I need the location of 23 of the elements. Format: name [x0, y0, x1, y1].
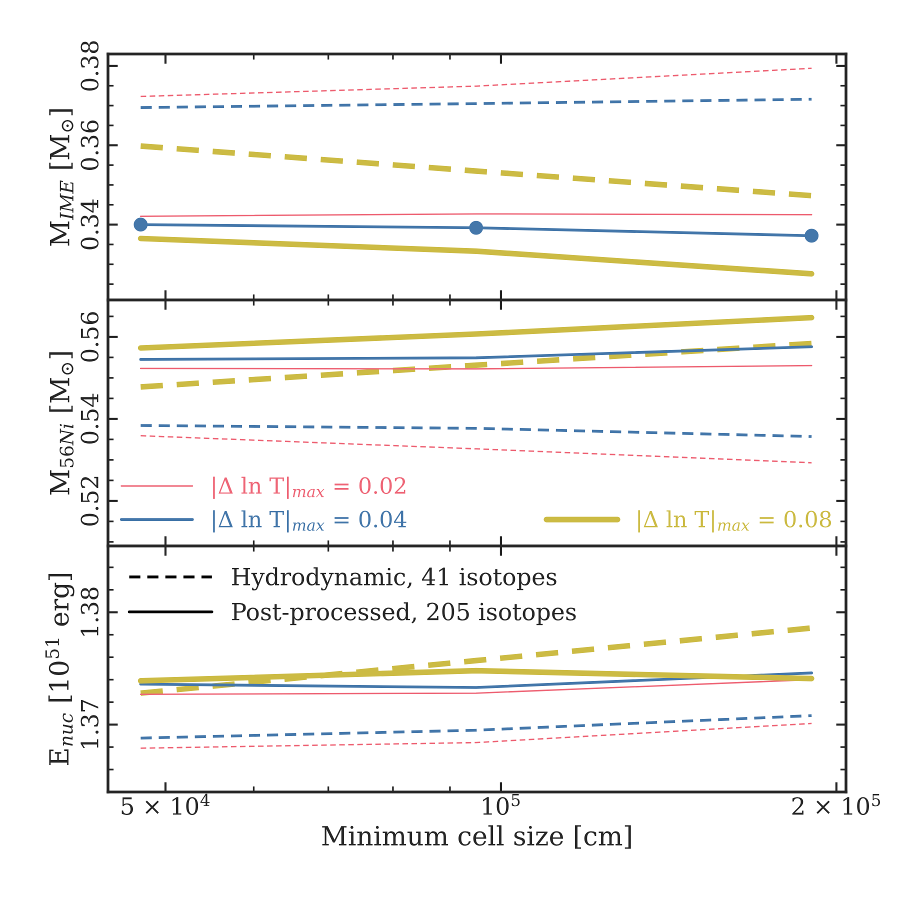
- y-tick-label: 1.37: [80, 700, 99, 748]
- y-tick-label: 0.54: [80, 394, 99, 444]
- y-tick-label: 1.38: [80, 588, 99, 636]
- y-tick-label: 0.56: [80, 312, 99, 362]
- point: [804, 228, 819, 243]
- y-axis-title: M$_{IME}$ [M$_{⊙}$]: [49, 109, 74, 246]
- y-tick-label: 0.36: [80, 120, 99, 170]
- legend-label: |Δ ln T|$_{max}$ = 0.02: [213, 476, 406, 499]
- x-tick-label: 2 × 10$^{5}$: [792, 794, 880, 815]
- x-tick-label: 10$^{5}$: [483, 794, 520, 815]
- annotation: Hydrodynamic, 41 isotopes: [232, 567, 556, 590]
- legend-label: |Δ ln T|$_{max}$ = 0.08: [638, 510, 832, 532]
- point: [469, 220, 484, 235]
- x-axis-title: Minimum cell size [cm]: [322, 825, 631, 849]
- y-tick-label: 0.52: [80, 476, 99, 526]
- legend-label: |Δ ln T|$_{max}$ = 0.04: [213, 510, 406, 532]
- annotation: Post-processed, 205 isotopes: [232, 602, 576, 626]
- y-axis-title: E$_{nuc}$ [10$^{51}$ erg]: [45, 574, 74, 766]
- x-tick-label: 5 × 10$^{4}$: [122, 794, 210, 815]
- y-axis-title: M$_{56Ni}$ [M$_{⊙}$]: [49, 352, 74, 495]
- y-tick-label: 0.34: [80, 200, 99, 250]
- y-tick-label: 0.38: [80, 41, 99, 91]
- point: [134, 218, 148, 232]
